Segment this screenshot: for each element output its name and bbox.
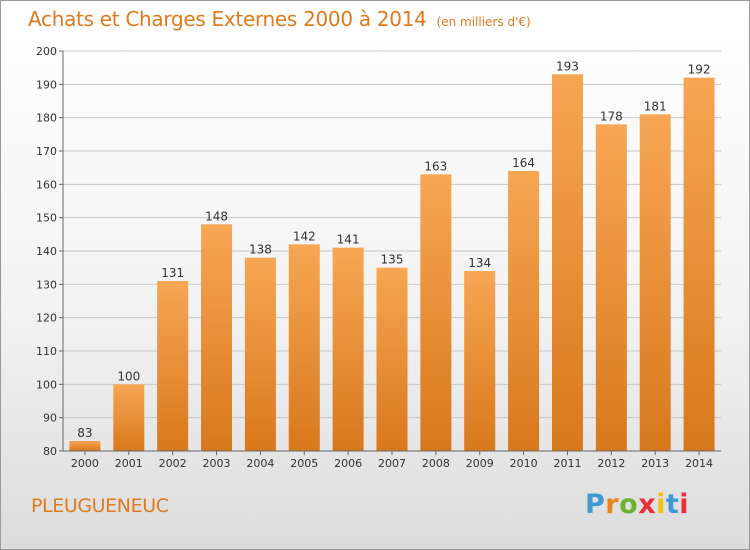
y-tick-label: 90 — [43, 412, 57, 425]
x-tick-label: 2001 — [115, 457, 143, 470]
y-tick-label: 170 — [36, 145, 57, 158]
data-label: 135 — [381, 253, 404, 267]
y-tick-label: 160 — [36, 178, 57, 191]
data-label: 83 — [77, 426, 92, 440]
data-label: 192 — [688, 63, 711, 77]
bar-2004 — [244, 257, 276, 451]
bar-2014 — [683, 77, 715, 452]
bar-2012 — [595, 124, 627, 451]
title-row: Achats et Charges Externes 2000 à 2014 (e… — [28, 7, 531, 31]
chart-title: Achats et Charges Externes 2000 à 2014 — [28, 7, 427, 31]
x-tick-label: 2004 — [246, 457, 274, 470]
y-tick-label: 120 — [36, 312, 57, 325]
logo-letter: o — [619, 489, 639, 520]
data-label: 134 — [468, 256, 491, 270]
data-labels: 83 100 131 148 138 142 141 135 163 134 164 193 178 18… — [77, 59, 710, 440]
data-label: 142 — [293, 229, 316, 243]
bar-2009 — [464, 271, 496, 451]
y-tick-label: 190 — [36, 78, 57, 91]
y-tick-label: 100 — [36, 378, 57, 391]
logo-letter: x — [638, 489, 657, 520]
bar-2003 — [201, 224, 233, 451]
x-tick-label: 2012 — [597, 457, 625, 470]
logo-letter: i — [679, 489, 690, 520]
data-label: 181 — [644, 99, 667, 113]
data-label: 163 — [424, 159, 447, 173]
bar-2006 — [332, 247, 364, 451]
x-tick-label: 2011 — [553, 457, 581, 470]
bar-2005 — [288, 244, 320, 451]
proxiti-logo[interactable]: Proxiti — [585, 489, 689, 520]
y-tick-label: 110 — [36, 345, 57, 358]
x-tick-label: 2009 — [466, 457, 494, 470]
bar-2002 — [157, 281, 189, 451]
data-label: 131 — [161, 266, 184, 280]
bar-2010 — [508, 171, 540, 451]
logo-letter: t — [665, 489, 680, 520]
y-tick-label: 150 — [36, 212, 57, 225]
data-label: 193 — [556, 59, 579, 73]
y-tick-label: 130 — [36, 278, 57, 291]
data-label: 138 — [249, 243, 272, 257]
bar-2013 — [639, 114, 671, 451]
data-label: 148 — [205, 209, 228, 223]
x-tick-label: 2008 — [422, 457, 450, 470]
y-tick-label: 180 — [36, 112, 57, 125]
x-tick-label: 2000 — [71, 457, 99, 470]
unit-note: (en milliers d'€) — [436, 15, 531, 29]
commune-name: PLEUGUENEUC — [31, 495, 169, 517]
axes: 80 90 100 110 120 130 140 150 160 170 180 190 200 200… — [36, 45, 721, 470]
x-tick-label: 2014 — [685, 457, 713, 470]
data-label: 178 — [600, 109, 623, 123]
logo-letter: i — [656, 489, 666, 520]
x-tick-label: 2002 — [159, 457, 187, 470]
data-label: 100 — [117, 369, 140, 383]
bar-2011 — [551, 74, 583, 451]
data-label: 164 — [512, 156, 535, 170]
y-tick-label: 80 — [43, 445, 57, 458]
x-tick-label: 2003 — [203, 457, 231, 470]
bars — [69, 74, 715, 452]
x-tick-label: 2005 — [290, 457, 318, 470]
x-tick-label: 2006 — [334, 457, 362, 470]
logo-letter: P — [585, 489, 606, 520]
bar-2008 — [420, 174, 452, 452]
y-tick-label: 140 — [36, 245, 57, 258]
y-tick-label: 200 — [36, 45, 57, 58]
bar-2007 — [376, 267, 408, 451]
bar-2001 — [113, 384, 145, 451]
bar-2000 — [69, 441, 101, 451]
x-tick-label: 2010 — [510, 457, 538, 470]
data-label: 141 — [337, 233, 360, 247]
x-tick-label: 2013 — [641, 457, 669, 470]
logo-letter: r — [605, 489, 620, 520]
x-tick-label: 2007 — [378, 457, 406, 470]
